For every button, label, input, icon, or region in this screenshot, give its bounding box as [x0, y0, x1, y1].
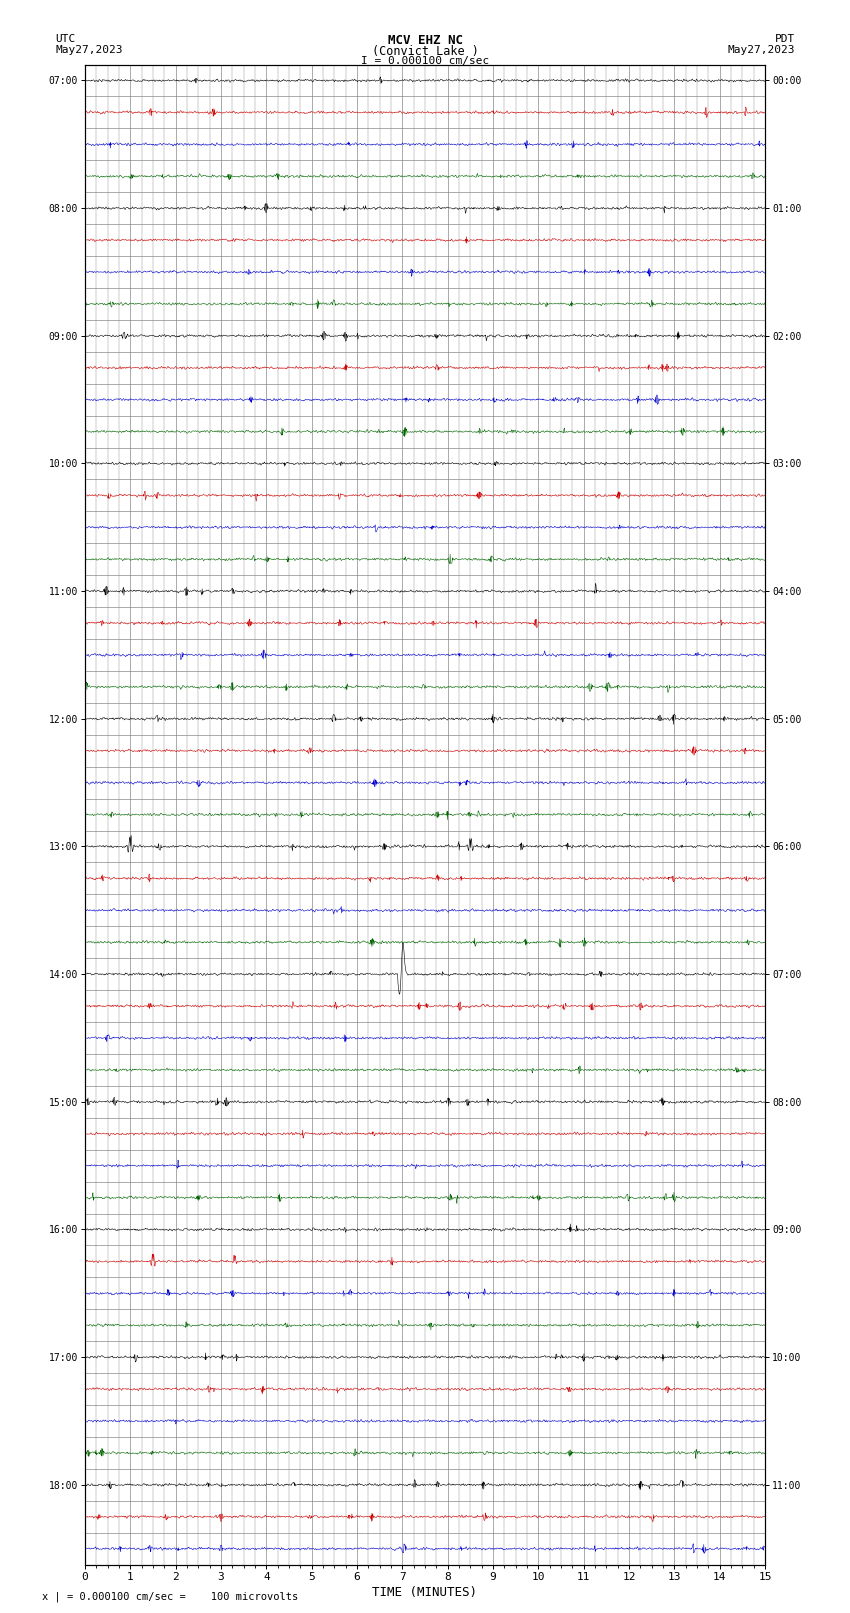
Text: UTC: UTC: [55, 34, 76, 44]
Text: I = 0.000100 cm/sec: I = 0.000100 cm/sec: [361, 56, 489, 66]
Text: May27,2023: May27,2023: [55, 45, 122, 55]
Text: x | = 0.000100 cm/sec =    100 microvolts: x | = 0.000100 cm/sec = 100 microvolts: [42, 1590, 298, 1602]
Text: MCV EHZ NC: MCV EHZ NC: [388, 34, 462, 47]
X-axis label: TIME (MINUTES): TIME (MINUTES): [372, 1586, 478, 1598]
Text: (Convict Lake ): (Convict Lake ): [371, 45, 479, 58]
Text: May27,2023: May27,2023: [728, 45, 795, 55]
Text: PDT: PDT: [774, 34, 795, 44]
